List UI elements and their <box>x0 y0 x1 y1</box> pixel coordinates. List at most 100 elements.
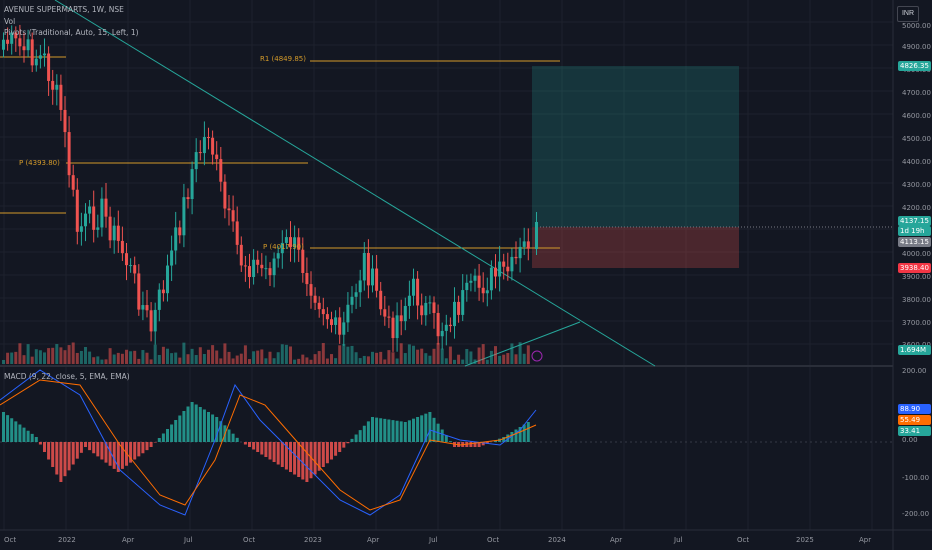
candle-body <box>399 315 403 322</box>
macd-histogram-bar <box>157 438 161 442</box>
macd-histogram-bar <box>338 442 342 452</box>
close-price-tag: 4137.15 <box>898 216 931 226</box>
candle-body <box>26 39 30 51</box>
macd-histogram-bar <box>391 420 395 442</box>
volume-bar <box>18 343 22 364</box>
candle-body <box>317 302 321 310</box>
macd-histogram-bar <box>260 442 264 455</box>
volume-bar <box>125 349 128 364</box>
candle-body <box>432 302 436 313</box>
macd-histogram-bar <box>96 442 100 457</box>
volume-bar <box>108 348 112 364</box>
candle-body <box>461 290 465 315</box>
macd-axis-tick: 200.00 <box>902 367 927 375</box>
pivots-legend[interactable]: Pivots (Traditional, Auto, 15, Left, 1) <box>4 28 139 37</box>
candle-body <box>14 32 18 39</box>
volume-bar <box>526 345 530 364</box>
candle-body <box>116 225 120 241</box>
volume-bar <box>63 350 67 364</box>
macd-histogram-bar <box>243 442 247 445</box>
time-axis-tick: Jul <box>674 536 683 544</box>
volume-bar <box>325 358 329 364</box>
entry-price-tag: 4113.15 <box>898 237 931 247</box>
macd-histogram-bar <box>153 442 157 443</box>
candle-body <box>202 137 206 154</box>
volume-bar <box>55 344 59 364</box>
macd-histogram-bar <box>444 435 448 442</box>
volume-bar <box>432 348 436 364</box>
candle-body <box>346 304 350 323</box>
macd-histogram-bar <box>129 442 133 463</box>
volume-bar <box>403 353 407 364</box>
target-price-tag: 4826.35 <box>898 61 931 71</box>
candle-body <box>79 226 83 232</box>
candle-body <box>424 302 428 316</box>
candle-body <box>141 305 145 310</box>
macd-histogram-bar <box>276 442 280 465</box>
volume-bar <box>71 342 75 364</box>
volume-bar <box>428 355 432 364</box>
volume-bar <box>444 358 448 364</box>
macd-histogram-bar <box>309 442 313 479</box>
macd-histogram-bar <box>494 440 497 442</box>
candle-body <box>18 38 22 47</box>
candle-body <box>51 80 55 90</box>
macd-histogram-bar <box>485 442 489 444</box>
volume-bar <box>215 350 219 364</box>
macd-legend[interactable]: MACD (9, 22, close, 5, EMA, EMA) <box>4 372 130 381</box>
volume-bar <box>358 358 362 364</box>
price-axis-tick: 4400.00 <box>902 158 931 166</box>
candle-body <box>239 244 243 266</box>
volume-bar <box>383 359 387 364</box>
candle-body <box>157 289 161 310</box>
macd-histogram-bar <box>284 442 288 470</box>
macd-histogram-bar <box>403 422 407 442</box>
volume-legend[interactable]: Vol <box>4 17 16 26</box>
macd-histogram-bar <box>161 433 165 442</box>
candle-body <box>272 258 276 276</box>
volume-bar <box>334 358 338 364</box>
macd-histogram-bar <box>301 442 305 480</box>
macd-histogram-bar <box>79 442 83 453</box>
candle-body <box>75 189 79 232</box>
macd-histogram-bar <box>399 421 403 442</box>
macd-histogram-bar <box>100 442 104 460</box>
volume-bar <box>219 358 223 364</box>
volume-bar <box>38 350 42 364</box>
macd-histogram-bar <box>440 429 444 442</box>
candle-body <box>231 210 235 222</box>
macd-histogram-bar <box>502 437 506 442</box>
volume-bar <box>34 349 38 364</box>
candle-body <box>149 310 153 332</box>
candle-body <box>387 316 391 318</box>
candle-body <box>371 268 374 286</box>
candle-body <box>59 84 63 110</box>
volume-bar <box>10 352 14 364</box>
time-axis-tick: Oct <box>737 536 750 544</box>
macd-histogram-bar <box>75 442 79 459</box>
macd-histogram-bar <box>293 442 297 475</box>
stop-price-tag: 3938.40 <box>898 263 931 273</box>
volume-tag: 1.694M <box>898 345 931 355</box>
histogram-value-tag: 33.41 <box>898 426 931 436</box>
candle-body <box>289 237 292 248</box>
volume-bar <box>104 359 108 364</box>
macd-histogram-bar <box>198 407 202 442</box>
macd-histogram-bar <box>268 442 272 460</box>
candle-body <box>161 289 165 294</box>
symbol-title[interactable]: AVENUE SUPERMARTS, 1W, NSE <box>4 5 124 14</box>
candle-body <box>178 227 182 236</box>
currency-button[interactable]: INR <box>897 6 919 22</box>
volume-bar <box>284 344 288 364</box>
candle-body <box>403 305 407 322</box>
candle-body <box>120 240 124 254</box>
volume-bar <box>268 351 272 364</box>
macd-histogram-bar <box>358 430 362 442</box>
macd-histogram-bar <box>30 433 34 442</box>
candle-body <box>502 261 506 267</box>
volume-bar <box>120 353 124 364</box>
volume-bar <box>412 345 415 364</box>
macd-histogram-bar <box>59 442 63 482</box>
volume-bar <box>313 354 317 364</box>
